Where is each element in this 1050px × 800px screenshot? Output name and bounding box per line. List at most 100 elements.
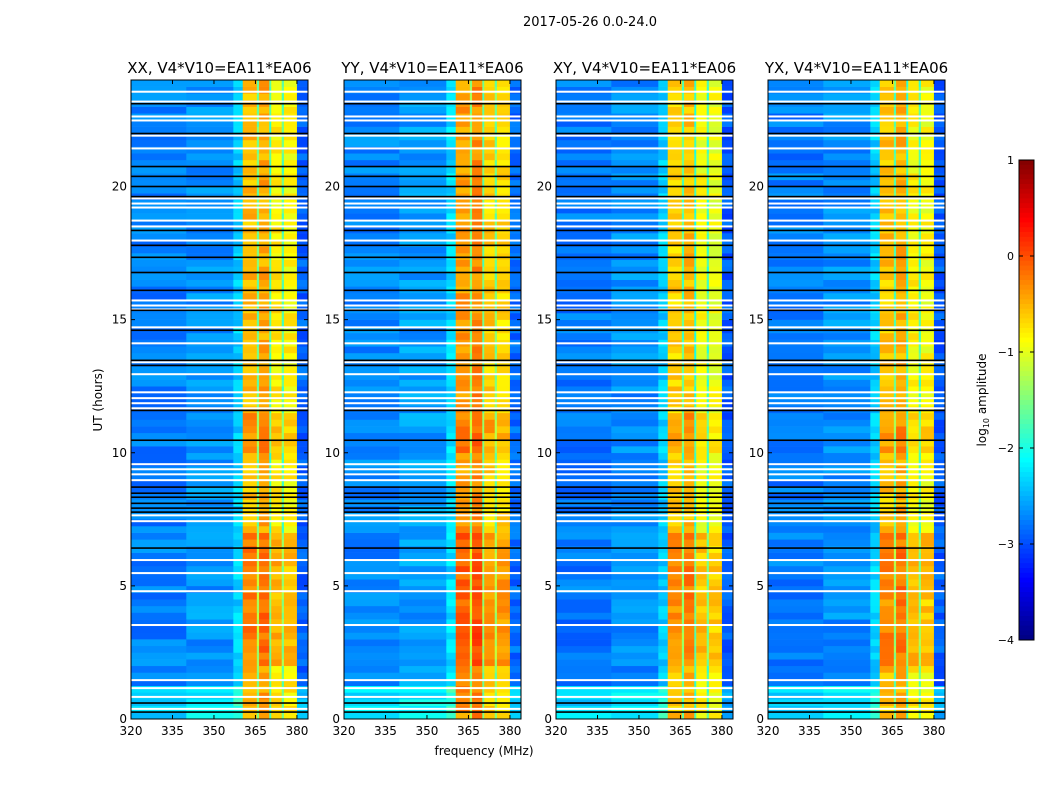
heatmap-cell [259,446,270,454]
heatmap-cell [721,206,734,214]
heatmap-cell [823,652,871,660]
heatmap-cell [681,419,685,427]
heatmap-cell [696,319,708,327]
heatmap-cell [496,692,511,700]
heatmap-cell [496,106,511,114]
heatmap-cell [281,166,285,174]
heatmap-cell [242,86,258,94]
heatmap-cell [918,379,922,387]
heatmap-cell [509,532,522,540]
heatmap-cell [721,366,734,374]
heatmap-cell [708,559,723,567]
heatmap-cell [509,266,522,274]
heatmap-cell [908,153,920,161]
heatmap-cell [233,206,244,214]
heatmap-cell [455,366,471,374]
colorbar-segment [1019,443,1034,449]
heatmap-cell [186,119,234,127]
heatmap-cell [233,665,244,673]
heatmap-cell [283,612,298,620]
heatmap-cell [271,206,283,214]
heatmap-cell [131,139,187,147]
heatmap-cell [496,652,511,660]
heatmap-cell [509,545,522,553]
heatmap-cell [768,659,824,667]
heatmap-cell [933,525,946,533]
flagged-row-white [344,572,521,575]
heatmap-cell [446,153,457,161]
flagged-row-black [344,492,521,495]
heatmap-cell [256,293,260,300]
heatmap-cell [556,106,612,114]
heatmap-cell [484,119,496,127]
heatmap-cell [281,559,285,567]
heatmap-cell [399,712,447,720]
heatmap-cell [823,93,871,101]
heatmap-cell [496,366,511,374]
heatmap-cell [446,479,457,487]
heatmap-cell [344,612,400,620]
heatmap-cell [283,352,298,360]
heatmap-cell [494,652,498,660]
heatmap-cell [259,659,270,667]
heatmap-cell [281,279,285,287]
heatmap-cell [893,472,897,480]
heatmap-cell [893,319,897,327]
heatmap-cell [694,319,697,327]
heatmap-cell [684,332,695,340]
heatmap-cell [472,639,483,647]
flagged-row-black [131,244,308,247]
heatmap-cell [870,592,881,600]
heatmap-cell [823,479,871,487]
flagged-row-white [131,147,308,150]
heatmap-cell [269,179,272,187]
heatmap-cell [283,146,298,154]
heatmap-cell [233,166,244,174]
heatmap-cell [131,665,187,673]
heatmap-cell [469,273,473,280]
heatmap-cell [920,452,935,460]
heatmap-cell [469,279,473,287]
heatmap-cell [870,532,881,540]
heatmap-cell [455,139,471,147]
heatmap-cell [823,572,871,580]
panel-title: YY, V4*V10=EA11*EA06 [340,59,523,77]
heatmap-cell [908,366,920,374]
heatmap-cell [906,319,909,327]
heatmap-cell [768,685,824,693]
heatmap-cell [696,419,708,427]
heatmap-cell [768,579,824,587]
heatmap-cell [482,372,485,380]
flagged-row-black [556,439,733,442]
heatmap-cell [896,179,907,187]
heatmap-cell [472,532,483,540]
heatmap-cell [509,239,522,247]
heatmap-cell [283,80,298,87]
heatmap-cell [455,559,471,567]
heatmap-cell [271,372,283,380]
heatmap-cell [658,659,669,667]
heatmap-cell [768,545,824,553]
heatmap-cell [256,685,260,693]
heatmap-cell [667,552,683,560]
heatmap-cell [399,432,447,440]
heatmap-cell [768,346,824,354]
heatmap-cell [823,692,871,700]
heatmap-cell [920,419,935,427]
heatmap-cell [823,213,871,221]
heatmap-cell [296,419,309,427]
heatmap-cell [920,599,935,607]
heatmap-cell [658,273,669,280]
heatmap-cell [271,86,283,94]
heatmap-cell [484,592,496,600]
heatmap-cell [399,279,447,287]
flagged-row-white [556,326,733,329]
heatmap-cell [494,386,498,394]
heatmap-cell [281,419,285,427]
heatmap-cell [296,106,309,114]
heatmap-cell [696,273,708,280]
heatmap-cell [870,672,881,680]
heatmap-cell [509,479,522,487]
heatmap-cell [233,645,244,653]
heatmap-cell [233,246,244,254]
